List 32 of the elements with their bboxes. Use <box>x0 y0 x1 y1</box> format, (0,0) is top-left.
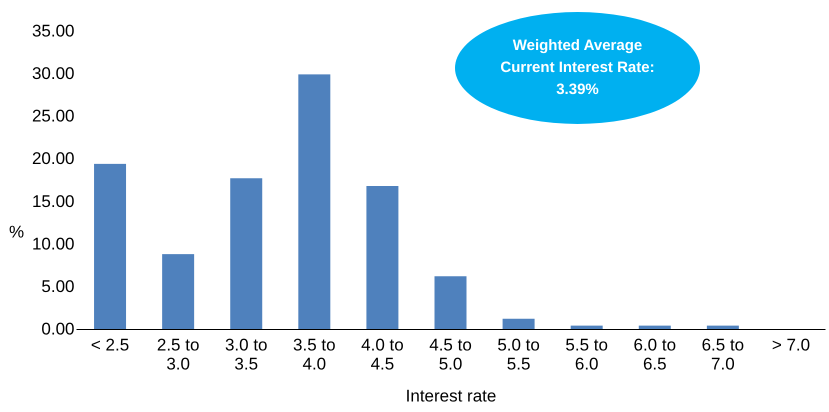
bar <box>502 318 535 329</box>
bar <box>570 326 603 329</box>
y-tick-label: 0.00 <box>41 320 74 338</box>
bar <box>298 74 330 329</box>
x-tick-label: 3.0 to 3.5 <box>224 336 268 374</box>
x-tick-label: 3.5 to 4.0 <box>293 336 336 374</box>
x-tick-label: 4.5 to 5.0 <box>429 336 472 374</box>
y-tick-label: 10.00 <box>32 234 74 254</box>
x-tick-label: 5.5 to 6.0 <box>565 336 608 374</box>
x-tick-label: 6.0 to 6.5 <box>634 336 676 374</box>
y-axis-title: % <box>8 222 24 242</box>
x-tick-label: 6.5 to 7.0 <box>702 336 744 374</box>
bar <box>230 178 262 329</box>
annotation: Weighted Average Current Interest Rate: 3.39% <box>499 36 656 100</box>
y-tick-label: 25.00 <box>32 106 74 126</box>
x-tick-label: 5.0 to 5.5 <box>497 336 540 374</box>
y-tick-label: 15.00 <box>32 192 74 211</box>
x-tick-label: 2.5 to 3.0 <box>156 336 200 374</box>
x-tick-label: > 7.0 <box>772 336 810 354</box>
bar <box>162 254 194 329</box>
bar <box>434 276 466 329</box>
bar <box>94 164 126 329</box>
x-tick-label: < 2.5 <box>90 336 130 354</box>
bar <box>638 326 671 329</box>
y-tick-label: 35.00 <box>32 22 74 40</box>
bar <box>366 186 398 329</box>
y-tick-label: 5.00 <box>41 276 74 296</box>
y-tick-label: 30.00 <box>32 64 74 84</box>
x-axis-title: Interest rate <box>406 386 496 406</box>
bar <box>706 326 739 329</box>
y-tick-label: 20.00 <box>32 149 74 168</box>
x-tick-label: 4.0 to 4.5 <box>361 336 404 374</box>
